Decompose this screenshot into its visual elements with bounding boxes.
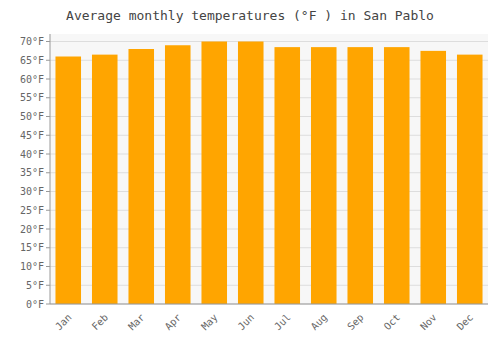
y-axis: 0°F 5°F 10°F 15°F 20°F 25°F 30°F 35°F 40°F 45°F 50… — [20, 34, 50, 310]
tick-label: 55°F — [20, 92, 44, 103]
tick-mark — [46, 210, 50, 211]
tick-label: 30°F — [20, 186, 44, 197]
tick-label: Jun — [236, 312, 257, 333]
tick-mark — [46, 285, 50, 286]
tick-label: Sep — [345, 312, 366, 333]
bar — [128, 49, 154, 304]
tick-label: Jan — [53, 312, 74, 333]
tick-mark — [46, 304, 50, 305]
tick-label: Mar — [126, 312, 147, 333]
tick-mark — [46, 60, 50, 61]
tick-mark — [46, 41, 50, 42]
tick-label: 15°F — [20, 242, 44, 253]
tick-mark — [46, 97, 50, 98]
tick-label: 45°F — [20, 130, 44, 141]
bar — [347, 47, 373, 304]
bar — [457, 55, 483, 304]
y-axis-line — [50, 34, 51, 304]
chart: Average monthly temperatures (°F ) in Sa… — [0, 0, 500, 350]
tick-label: May — [199, 312, 220, 333]
tick-label: Oct — [382, 312, 403, 333]
bar — [238, 42, 264, 305]
tick-label: 25°F — [20, 205, 44, 216]
tick-label: 50°F — [20, 111, 44, 122]
tick-label: 35°F — [20, 167, 44, 178]
tick-mark — [46, 154, 50, 155]
tick-label: Nov — [418, 312, 439, 333]
bar — [201, 42, 227, 305]
tick-label: Apr — [163, 312, 184, 333]
tick-mark — [46, 247, 50, 248]
bars — [55, 42, 482, 305]
tick-label: Aug — [309, 312, 330, 333]
plot-background — [50, 34, 488, 304]
x-axis: Jan Feb Mar Apr May Jun Jul Aug Sep Oct Nov Dec — [50, 304, 488, 332]
tick-mark — [46, 229, 50, 230]
bar — [384, 47, 410, 304]
tick-label: Feb — [90, 312, 111, 333]
grid-line — [50, 41, 488, 42]
tick-label: 10°F — [20, 261, 44, 272]
tick-label: 0°F — [26, 299, 44, 310]
bar — [311, 47, 337, 304]
tick-mark — [46, 135, 50, 136]
tick-label: 60°F — [20, 74, 44, 85]
bar — [274, 47, 300, 304]
grid-line — [50, 304, 488, 305]
tick-label: 5°F — [26, 280, 44, 291]
bar — [92, 55, 118, 304]
tick-label: 40°F — [20, 149, 44, 160]
tick-label: Jul — [272, 312, 293, 333]
x-axis-line — [50, 304, 488, 305]
tick-label: 20°F — [20, 224, 44, 235]
tick-mark — [46, 172, 50, 173]
tick-label: 70°F — [20, 36, 44, 47]
tick-mark — [46, 191, 50, 192]
tick-mark — [46, 116, 50, 117]
tick-label: Dec — [455, 312, 476, 333]
bar — [165, 45, 191, 304]
tick-label: 65°F — [20, 55, 44, 66]
tick-mark — [46, 79, 50, 80]
bar — [420, 51, 446, 304]
title: Average monthly temperatures (°F ) in Sa… — [66, 8, 434, 23]
grid — [50, 42, 488, 305]
bar — [55, 57, 81, 305]
tick-mark — [46, 266, 50, 267]
